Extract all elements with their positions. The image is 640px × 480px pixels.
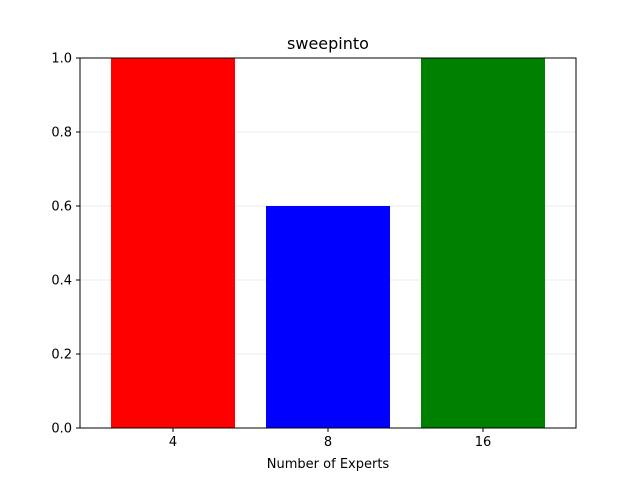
- y-tick-label: 0.0: [51, 422, 72, 437]
- bar-16: [421, 58, 545, 428]
- y-tick-label: 0.2: [51, 348, 72, 363]
- chart-title: sweepinto: [287, 34, 369, 53]
- x-axis: 4 8 16: [169, 428, 491, 450]
- y-tick-label: 0.6: [51, 200, 72, 215]
- x-tick-label: 4: [169, 435, 177, 450]
- bar-4: [111, 58, 235, 428]
- x-tick-label: 8: [324, 435, 332, 450]
- bar-8: [266, 206, 390, 428]
- bars: [111, 58, 545, 428]
- x-tick-label: 16: [475, 435, 492, 450]
- y-axis: 0.0 0.2 0.4 0.6 0.8 1.0: [51, 52, 80, 437]
- y-tick-label: 0.8: [51, 126, 72, 141]
- x-axis-label: Number of Experts: [267, 457, 390, 472]
- y-tick-label: 0.4: [51, 274, 72, 289]
- y-tick-label: 1.0: [51, 52, 72, 67]
